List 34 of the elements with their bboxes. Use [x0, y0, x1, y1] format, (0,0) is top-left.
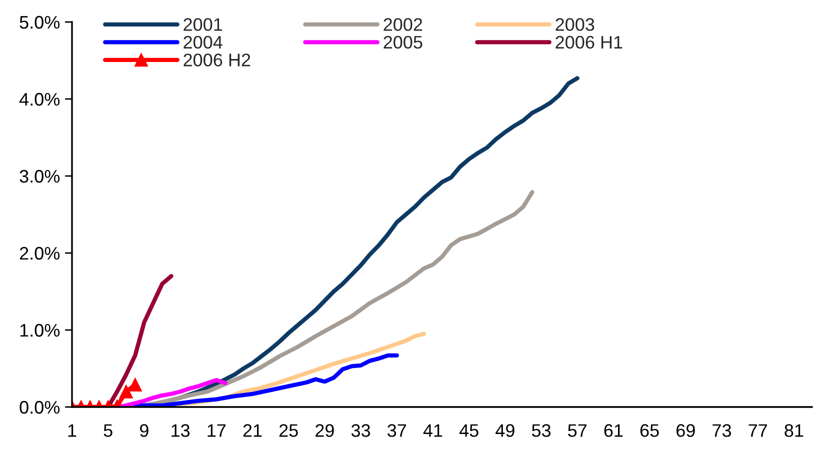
x-tick-label: 5 — [104, 424, 112, 437]
x-tick-label: 77 — [748, 424, 767, 437]
y-tick-label: 5.0% — [20, 16, 60, 29]
x-tick-label: 25 — [279, 424, 298, 437]
x-tick-label: 81 — [784, 424, 804, 437]
x-tick-label: 73 — [712, 424, 732, 437]
y-tick-label: 4.0% — [19, 92, 60, 106]
y-tick-label: 3.0% — [20, 170, 60, 183]
x-tick-label: 65 — [640, 424, 659, 437]
x-tick-label: 45 — [459, 424, 478, 437]
x-tick-label: 41 — [423, 424, 442, 437]
y-tick-label: 1.0% — [20, 324, 60, 337]
x-tick-label: 57 — [568, 424, 586, 437]
legend-label: 2001 — [184, 18, 222, 31]
x-tick-label: 69 — [676, 424, 695, 437]
x-tick-label: 21 — [243, 424, 262, 437]
x-tick-label: 17 — [208, 424, 226, 437]
legend-label: 2005 — [384, 36, 422, 49]
x-tick-label: 53 — [532, 424, 551, 437]
x-tick-label: 13 — [172, 424, 190, 437]
legend-label: 2006 H1 — [556, 36, 622, 49]
y-tick-label: 0.0% — [20, 400, 60, 414]
x-tick-label: 33 — [351, 424, 370, 437]
legend-label: 2006 H2 — [184, 54, 250, 66]
legend-label: 2002 — [384, 18, 422, 31]
x-tick-label: 49 — [496, 424, 514, 437]
x-tick-label: 9 — [140, 424, 148, 437]
x-tick-label: 61 — [604, 424, 623, 437]
legend-label: 2004 — [184, 36, 222, 49]
y-tick-label: 2.0% — [20, 246, 60, 260]
legend-label: 2003 — [556, 18, 594, 31]
x-tick-label: 1 — [68, 424, 76, 437]
x-tick-label: 37 — [388, 424, 406, 437]
x-tick-label: 29 — [316, 424, 334, 437]
